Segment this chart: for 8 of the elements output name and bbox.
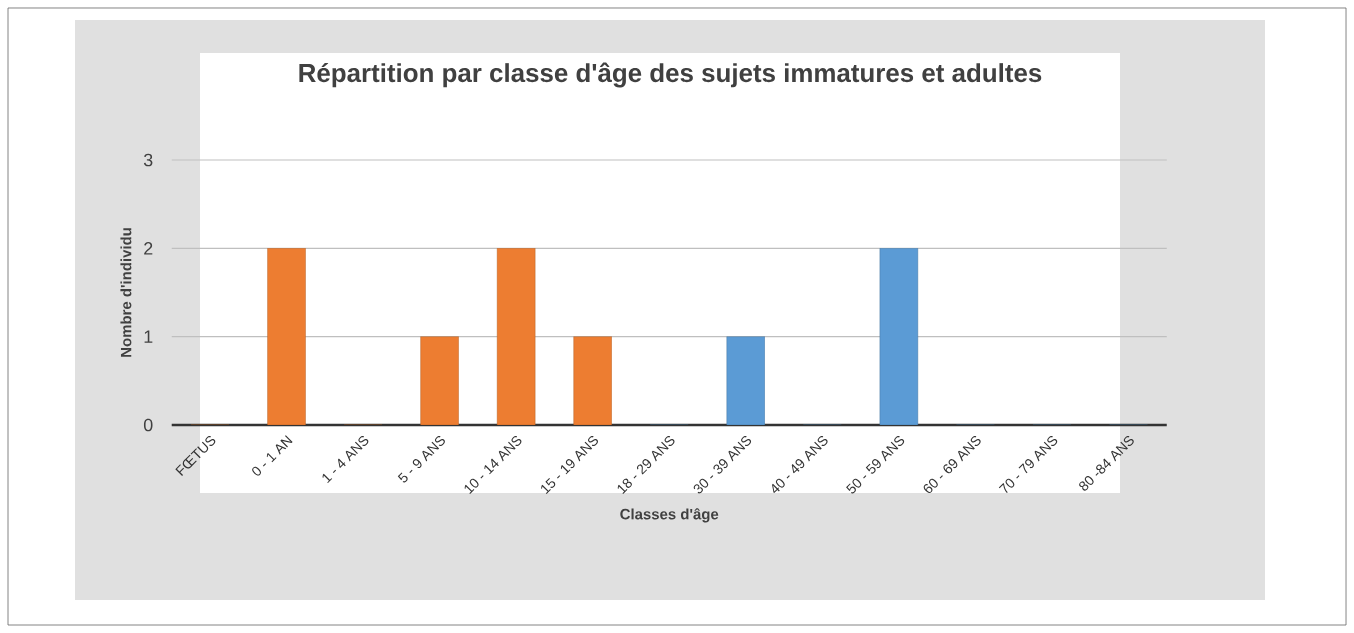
y-tick-label: 3 (143, 153, 153, 167)
x-axis-title: Classes d'âge (620, 508, 719, 523)
y-tick-label: 0 (143, 418, 153, 432)
y-tick-label: 1 (144, 330, 153, 343)
chart-title: Répartition par classe d'âge des sujets immatures et adultes (299, 62, 1042, 88)
x-tick-label: 0 - 1 AN (252, 435, 293, 476)
y-axis-title: Nombre d'individu (120, 228, 132, 357)
y-tick-label: 2 (144, 242, 153, 255)
